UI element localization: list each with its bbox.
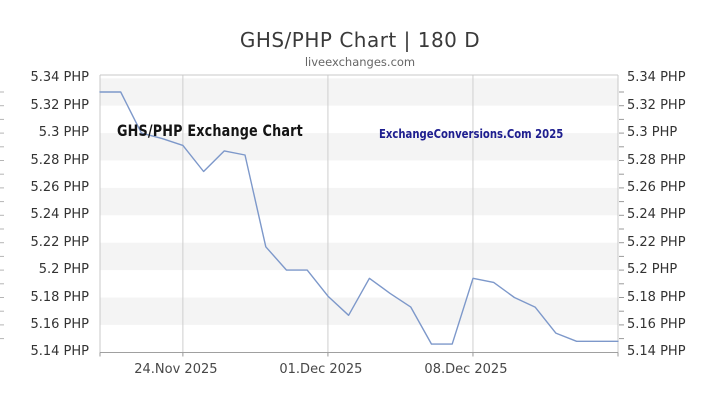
y-axis-label-left: 5.16 PHP (30, 316, 89, 332)
chart-title: GHS/PHP Chart | 180 D (239, 28, 481, 52)
rate-line-series (99, 91, 619, 345)
watermark-exchangeconversions: ExchangeConversions.Com 2025 (379, 127, 564, 141)
y-axis-label-right: 5.24 PHP (627, 207, 686, 223)
x-axis-label: 01.Dec 2025 (279, 362, 363, 377)
y-axis-label-right: 5.14 PHP (627, 344, 686, 360)
x-axis-label: 24.Nov 2025 (134, 362, 218, 377)
y-axis-label-left: 5.22 PHP (30, 234, 89, 250)
y-axis-label-right: 5.32 PHP (627, 97, 686, 113)
plot-band (100, 297, 618, 325)
y-axis-label-right: 5.26 PHP (627, 179, 686, 195)
y-axis-label-right: 5.18 PHP (627, 289, 686, 305)
y-axis-label-right: 5.2 PHP (627, 262, 678, 278)
site-watermark: liveexchanges.com (304, 55, 416, 69)
y-axis-label-right: 5.3 PHP (627, 125, 678, 141)
y-axis-label-left: 5.14 PHP (30, 344, 89, 360)
y-axis-label-left: 5.18 PHP (30, 289, 89, 305)
y-axis-label-left: 5.3 PHP (38, 125, 89, 141)
y-axis-label-left: 5.2 PHP (38, 262, 89, 278)
y-axis-label-right: 5.16 PHP (627, 316, 686, 332)
y-axis-label-left: 5.24 PHP (30, 207, 89, 223)
y-axis-label-left: 5.34 PHP (30, 70, 89, 86)
plot-band (100, 242, 618, 271)
plot-band (100, 78, 618, 106)
watermark-exchange-chart: GHS/PHP Exchange Chart (117, 121, 303, 140)
y-axis-label-left: 5.26 PHP (30, 179, 89, 195)
plot-band (100, 187, 618, 216)
y-axis-label-right: 5.28 PHP (627, 152, 686, 168)
x-axis-label: 08.Dec 2025 (424, 362, 508, 377)
y-axis-label-left: 5.32 PHP (30, 97, 89, 113)
y-axis-label-left: 5.28 PHP (30, 152, 89, 168)
y-axis-label-right: 5.22 PHP (627, 234, 686, 250)
y-axis-label-right: 5.34 PHP (627, 70, 686, 86)
plot-band (100, 133, 618, 161)
